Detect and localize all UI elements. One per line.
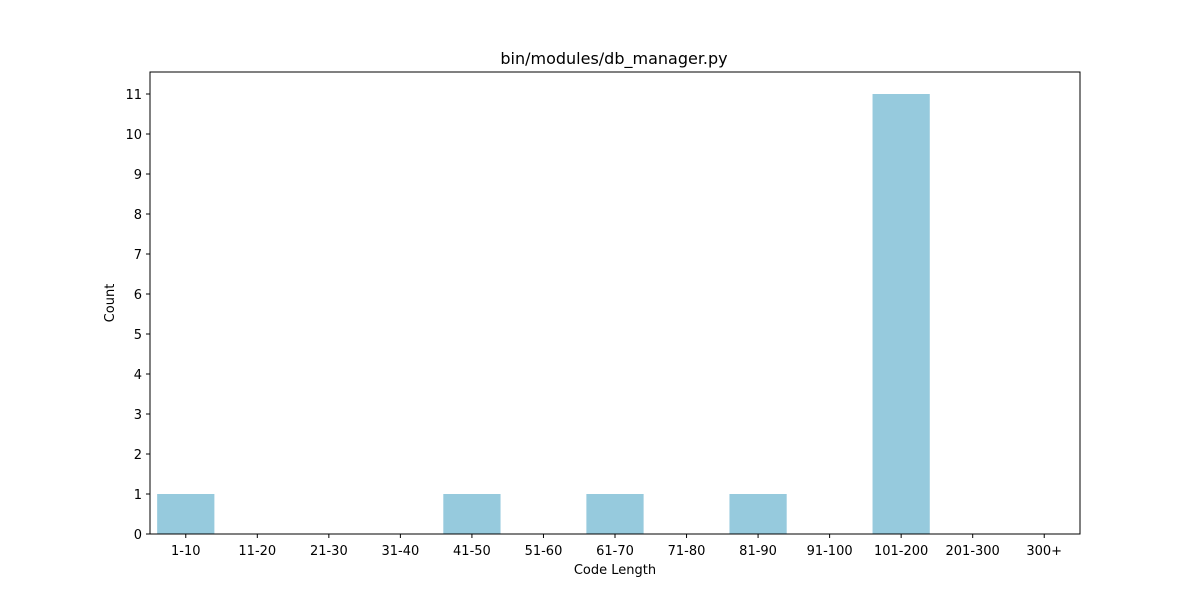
x-tick-label: 11-20	[238, 544, 276, 559]
x-tick-label: 201-300	[946, 544, 1000, 559]
x-tick-label: 31-40	[381, 544, 419, 559]
x-tick-label: 300+	[1026, 544, 1062, 559]
x-tick-label: 101-200	[874, 544, 928, 559]
plot-area-frame	[149, 71, 1081, 535]
x-tick-label: 1-10	[171, 544, 201, 559]
bars-layer	[157, 94, 930, 534]
x-axis: 1-10 11-20 21-30 31-40 41-50 51-60 61-70 71-80 8…	[171, 534, 1062, 559]
chart-title: bin/modules/db_manager.py	[500, 49, 727, 69]
y-tick-label: 4	[134, 368, 142, 383]
y-tick-label: 6	[134, 288, 142, 303]
y-tick-label: 5	[134, 328, 142, 343]
y-tick-label: 9	[134, 168, 142, 183]
bar-1-10	[157, 494, 215, 534]
x-tick-label: 81-90	[739, 544, 777, 559]
x-axis-label: Code Length	[574, 563, 656, 578]
x-tick-label: 21-30	[310, 544, 348, 559]
y-tick-label: 11	[125, 88, 142, 103]
x-tick-label: 71-80	[668, 544, 706, 559]
y-tick-label: 7	[134, 248, 142, 263]
x-tick-label: 61-70	[596, 544, 634, 559]
y-tick-label: 8	[134, 208, 142, 223]
bar-41-50	[443, 494, 501, 534]
y-axis: 0 1 2 3 4 5 6 7 8 9 10 11	[125, 88, 150, 543]
bar-61-70	[586, 494, 644, 534]
x-tick-label: 41-50	[453, 544, 491, 559]
bar-81-90	[729, 494, 787, 534]
y-tick-label: 1	[134, 488, 142, 503]
x-tick-label: 91-100	[807, 544, 853, 559]
y-tick-label: 2	[134, 448, 142, 463]
y-tick-label: 0	[134, 528, 142, 543]
x-tick-label: 51-60	[525, 544, 563, 559]
y-axis-label: Count	[103, 284, 118, 323]
bar-101-200	[872, 94, 930, 534]
y-tick-label: 10	[125, 128, 142, 143]
y-tick-label: 3	[134, 408, 142, 423]
